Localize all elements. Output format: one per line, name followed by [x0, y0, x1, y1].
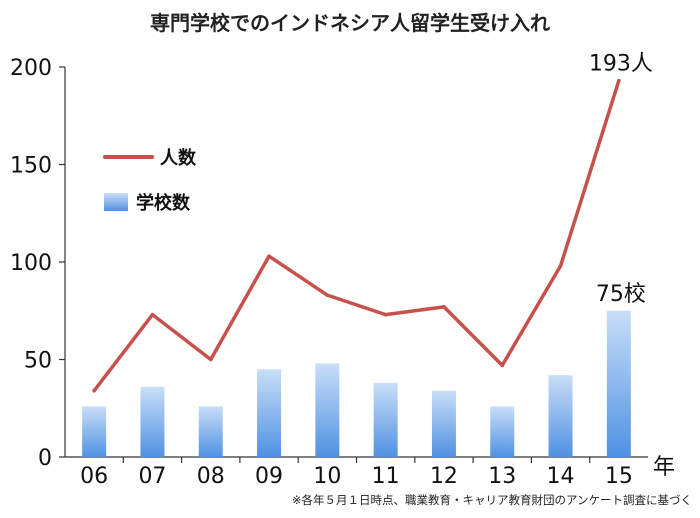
bar	[257, 369, 282, 457]
bar	[140, 386, 165, 457]
y-tick-label: 50	[24, 349, 52, 374]
line-point	[617, 78, 621, 83]
bar	[606, 310, 631, 457]
line-point	[150, 312, 155, 317]
bar	[490, 406, 515, 457]
x-tick-label: 11	[372, 464, 400, 489]
legend-label-people: 人数	[160, 147, 197, 169]
bars	[82, 310, 631, 457]
x-ticks: 06 07 08 09 10 11 12 13 14 15	[80, 457, 633, 489]
x-tick-label: 15	[605, 464, 633, 489]
x-tick-label: 08	[197, 464, 225, 489]
x-tick-label: 06	[80, 464, 108, 489]
y-tick-label: 0	[38, 446, 52, 471]
x-tick-label: 12	[430, 464, 458, 489]
y-ticks: 0 50 100 150 200	[10, 56, 65, 471]
x-tick-label: 10	[313, 464, 341, 489]
data-label: 75校	[596, 282, 646, 307]
x-tick-label: 09	[255, 464, 283, 489]
line-point	[442, 305, 446, 309]
bar	[373, 382, 398, 457]
y-tick-label: 100	[10, 251, 52, 276]
bar	[431, 390, 456, 457]
x-tick-label: 07	[138, 464, 166, 489]
line-point	[267, 254, 271, 258]
line-series	[92, 78, 621, 393]
footnote: ※各年５月１日時点、職業教育・キャリア教育財団のアンケート調査に基づく	[292, 493, 692, 507]
x-tick-label: 14	[547, 464, 575, 489]
line-point	[500, 363, 505, 368]
line-point	[325, 293, 330, 297]
data-label: 193人	[589, 52, 653, 77]
chart-title: 専門学校でのインドネシア人留学生受け入れ	[150, 11, 550, 35]
bar	[548, 375, 573, 457]
y-tick-label: 200	[10, 56, 52, 81]
bar	[315, 363, 340, 457]
legend-bar-swatch	[104, 193, 128, 211]
annotations: 193人 75校	[589, 52, 653, 307]
x-unit-label: 年	[653, 455, 675, 480]
bar	[82, 406, 107, 457]
line-point	[558, 264, 563, 268]
y-tick-label: 150	[10, 154, 52, 179]
line-point	[383, 312, 388, 317]
line-people	[92, 78, 621, 393]
line-point	[92, 388, 96, 393]
bar	[198, 406, 223, 457]
line-point	[208, 357, 213, 362]
x-tick-label: 13	[488, 464, 516, 489]
legend: 人数 学校数	[103, 147, 197, 214]
legend-label-schools: 学校数	[136, 192, 191, 214]
